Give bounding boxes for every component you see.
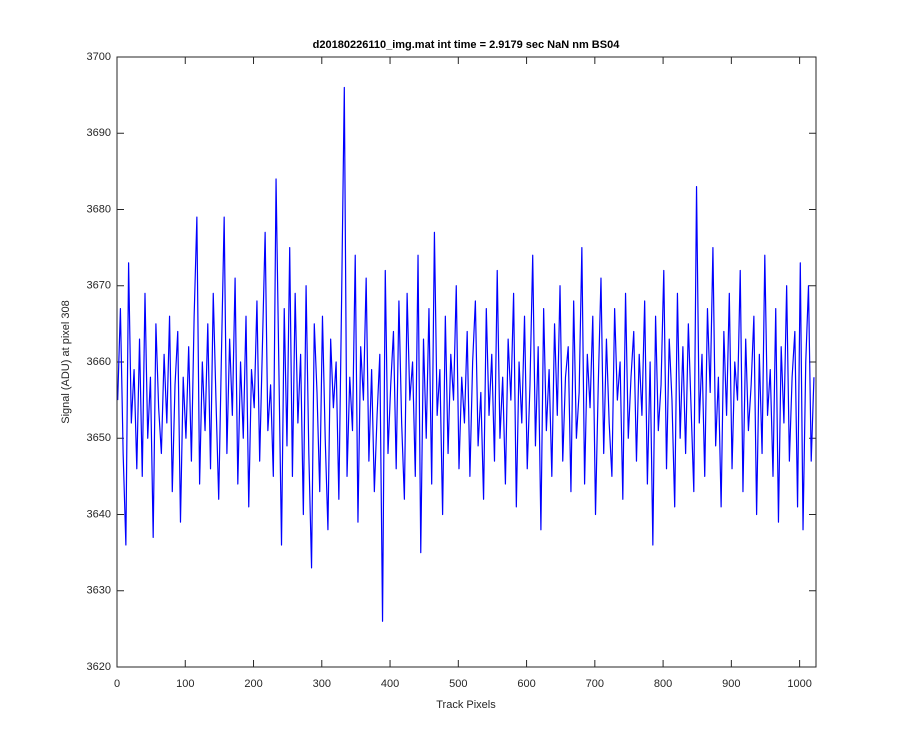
y-tick-label: 3680 xyxy=(87,203,111,215)
y-tick-label: 3650 xyxy=(87,432,111,444)
x-tick-label: 800 xyxy=(654,678,672,690)
y-tick-label: 3690 xyxy=(87,127,111,139)
plot-frame xyxy=(116,56,817,668)
x-tick-label: 0 xyxy=(114,678,120,690)
x-tick-label: 400 xyxy=(381,678,399,690)
y-tick-label: 3660 xyxy=(87,356,111,368)
x-tick-label: 200 xyxy=(244,678,262,690)
x-axis-label: Track Pixels xyxy=(436,699,496,711)
x-tick-label: 600 xyxy=(517,678,535,690)
x-tick-label: 900 xyxy=(722,678,740,690)
x-tick-label: 700 xyxy=(586,678,604,690)
data-line xyxy=(117,86,815,622)
x-tick-label: 1000 xyxy=(787,678,811,690)
y-tick-label: 3700 xyxy=(87,51,111,63)
chart-title: d20180226110_img.mat int time = 2.9179 s… xyxy=(313,39,621,51)
y-tick-label: 3630 xyxy=(87,585,111,597)
x-tick-label: 100 xyxy=(176,678,194,690)
y-tick-label: 3640 xyxy=(87,508,111,520)
y-tick-label: 3620 xyxy=(87,661,111,673)
x-tick-label: 300 xyxy=(313,678,331,690)
x-tick-label: 500 xyxy=(449,678,467,690)
y-tick-label: 3670 xyxy=(87,280,111,292)
y-axis-label: Signal (ADU) at pixel 308 xyxy=(60,300,72,424)
